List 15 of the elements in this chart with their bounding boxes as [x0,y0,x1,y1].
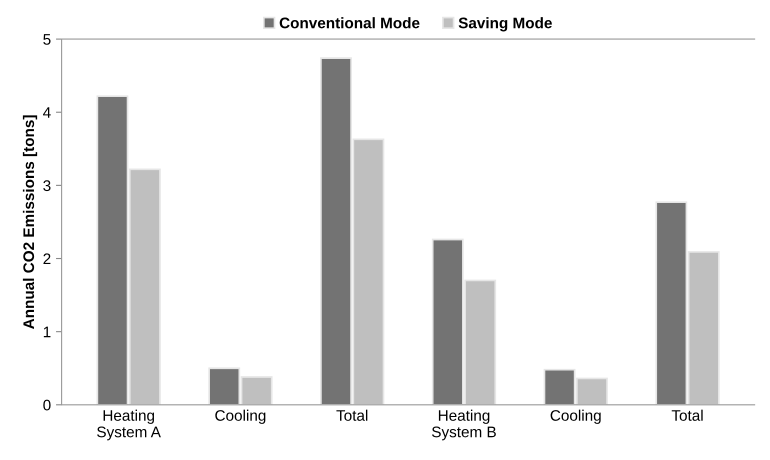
x-tick-label: Total [672,410,703,421]
y-tick-label: 0 [43,400,51,410]
x-tick-label: Cooling [215,410,266,424]
y-tick-label: 3 [43,180,51,192]
y-tick-label: 5 [43,34,51,45]
legend-label: Conventional Mode [280,17,420,28]
y-tick-label: 1 [44,326,50,338]
x-tick-label: Total [336,410,368,421]
x-tick-label: Heating System A [97,410,161,440]
y-axis-title: Annual CO2 Emissions [tons] [22,115,38,329]
x-tick-label: Cooling [550,410,601,424]
x-tick-label: Heating System B [432,410,496,440]
legend-label: Saving Mode [458,17,552,32]
y-tick-label: 2 [43,253,50,264]
y-tick-label: 4 [43,107,51,118]
